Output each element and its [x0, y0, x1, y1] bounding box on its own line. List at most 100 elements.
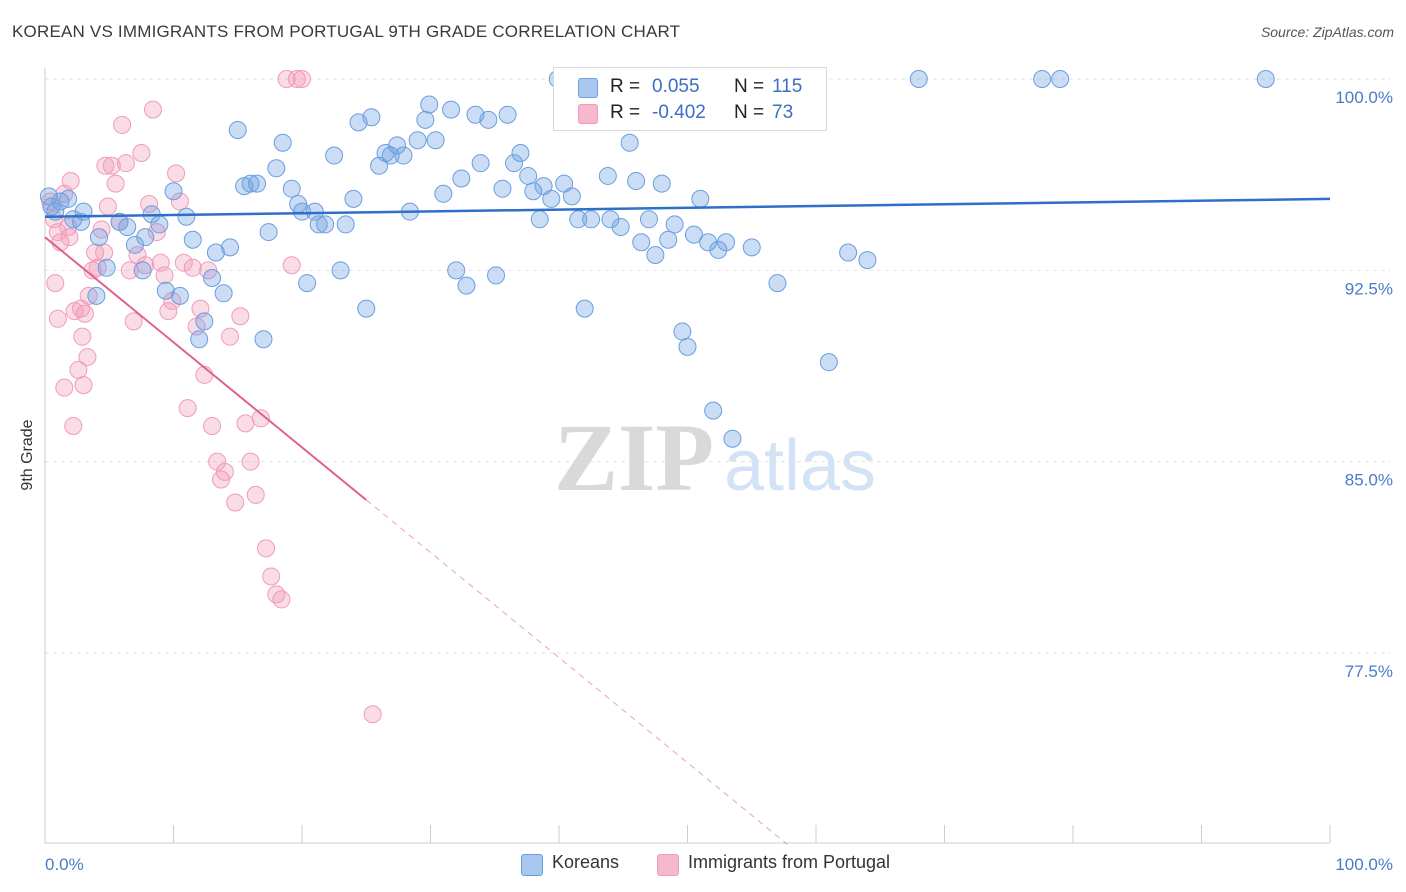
korean-point	[505, 154, 524, 173]
korean-point	[611, 217, 630, 236]
portugal-point	[113, 115, 132, 134]
korean-point	[273, 133, 292, 152]
portugal-point	[95, 243, 114, 262]
portugal-point	[116, 154, 135, 173]
portugal-point	[78, 348, 97, 367]
source-label: Source: ZipAtlas.com	[1260, 24, 1394, 40]
portugal-trend-line	[44, 236, 367, 501]
korean-point	[357, 299, 376, 318]
portugal-point	[124, 312, 143, 331]
korean-point	[699, 233, 718, 252]
portugal-point	[277, 70, 296, 88]
korean-point	[74, 202, 93, 221]
portugal-point	[170, 192, 189, 211]
portugal-point	[143, 100, 162, 119]
portugal-point	[71, 299, 90, 318]
korean-point	[164, 182, 183, 201]
korean-point	[241, 174, 260, 193]
legend-row-portugal: R = -0.402 N = 73	[554, 100, 826, 126]
korean-point	[717, 233, 736, 252]
korean-point	[133, 261, 152, 280]
korean-point	[652, 174, 671, 193]
legend-r-label: R =	[610, 76, 641, 97]
portugal-point	[236, 414, 255, 433]
korean-point	[542, 189, 561, 208]
korean-point	[457, 276, 476, 295]
legend-swatch-portugal	[578, 104, 598, 124]
korean-point	[177, 207, 196, 226]
portugal-point	[183, 258, 202, 277]
korean-point	[562, 187, 581, 206]
portugal-point	[55, 378, 74, 397]
korean-point	[519, 166, 538, 185]
korean-point	[498, 105, 517, 124]
portugal-point	[48, 223, 67, 242]
korean-point	[416, 110, 435, 129]
korean-point	[259, 223, 278, 242]
correlation-legend: R = 0.055 N = 115 R = -0.402 N = 73	[553, 67, 827, 131]
korean-point	[673, 322, 692, 341]
portugal-point	[246, 485, 265, 504]
korean-point	[183, 230, 202, 249]
portugal-point	[195, 365, 214, 384]
korean-point	[267, 159, 286, 178]
portugal-point	[167, 164, 186, 183]
korean-point	[1051, 70, 1070, 88]
korean-point	[819, 353, 838, 372]
portugal-point	[226, 493, 245, 512]
korean-point	[575, 299, 594, 318]
trend-lines	[44, 197, 1331, 845]
portugal-point	[203, 416, 222, 435]
korean-point	[203, 268, 222, 287]
korean-point	[125, 235, 144, 254]
korean-point	[309, 215, 328, 234]
grid-lines	[45, 78, 1390, 654]
portugal-point	[46, 274, 65, 293]
korean-point	[298, 274, 317, 293]
korean-point	[452, 169, 471, 188]
axes	[44, 68, 1331, 844]
legend-n-label: N =	[734, 76, 765, 97]
y-tick-label: 77.5%	[1345, 662, 1393, 681]
korean-point	[325, 146, 344, 165]
portugal-point	[140, 195, 159, 214]
portugal-trend-extension	[365, 499, 788, 845]
portugal-point	[102, 156, 121, 175]
korean-point	[434, 184, 453, 203]
portugal-point	[215, 462, 234, 481]
korean-point	[704, 401, 723, 420]
korean-point	[447, 261, 466, 280]
korean-point	[228, 121, 247, 140]
korean-point	[709, 240, 728, 259]
portugal-point	[287, 70, 306, 88]
portugal-point	[155, 266, 174, 285]
korean-point	[89, 228, 108, 247]
legend-n-label: N =	[734, 102, 765, 123]
korean-point	[426, 131, 445, 150]
legend-n-value: 73	[772, 102, 794, 123]
y-tick-label: 92.5%	[1345, 279, 1393, 298]
portugal-point	[221, 327, 240, 346]
korean-point	[479, 110, 498, 129]
korean-point	[598, 166, 617, 185]
portugal-point	[262, 567, 281, 586]
korean-point	[487, 266, 506, 285]
korean-point	[665, 215, 684, 234]
korean-point	[150, 215, 169, 234]
korean-point	[254, 330, 273, 349]
tick-labels: 100.0% 92.5% 85.0% 77.5% 0.0% 100.0%	[45, 88, 1393, 874]
korean-points	[39, 70, 1275, 448]
korean-point	[632, 233, 651, 252]
korean-point	[206, 243, 225, 262]
korean-point	[71, 212, 90, 231]
portugal-point	[282, 256, 301, 275]
portugal-point	[96, 156, 115, 175]
korean-point	[723, 429, 742, 448]
korean-point	[659, 230, 678, 249]
korean-point	[582, 210, 601, 229]
korean-point	[362, 108, 381, 127]
korean-point	[248, 174, 267, 193]
korean-point	[156, 281, 175, 300]
korean-point	[39, 187, 58, 206]
portugal-point	[106, 174, 125, 193]
